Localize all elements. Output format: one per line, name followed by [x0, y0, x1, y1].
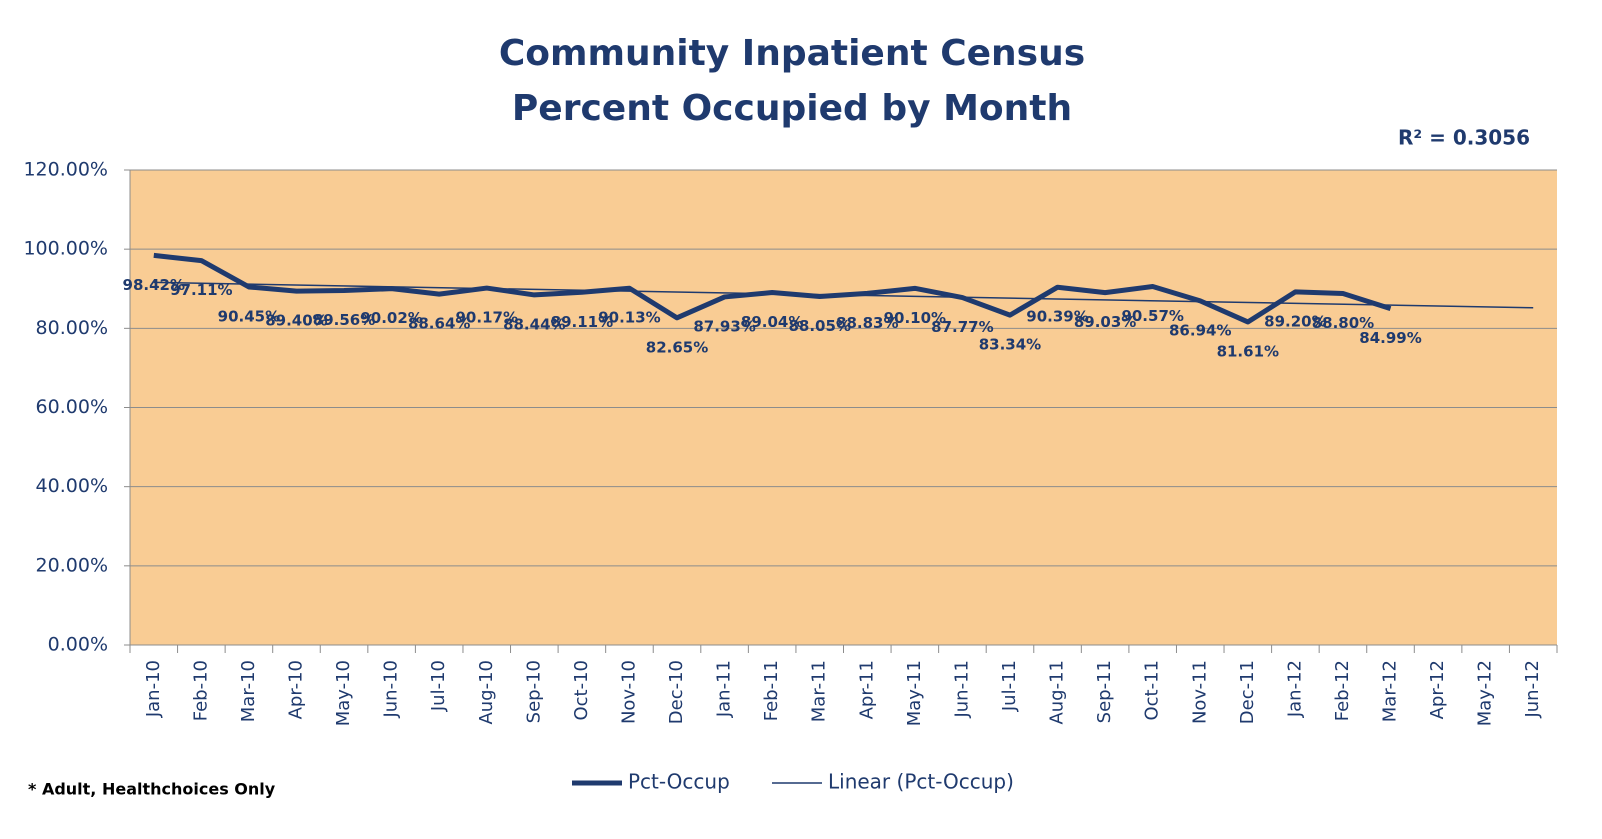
y-tick-label: 0.00%: [48, 634, 108, 656]
data-label: 90.10%: [884, 309, 946, 327]
data-label: 88.44%: [503, 315, 565, 333]
data-label: 82.65%: [646, 338, 708, 356]
x-tick-label: Jun-12: [1522, 660, 1543, 719]
y-tick-label: 60.00%: [36, 396, 108, 418]
data-label: 90.45%: [218, 307, 280, 325]
x-tick-label: May-10: [333, 660, 354, 726]
x-tick-label: Apr-12: [1427, 660, 1448, 719]
x-tick-label: Nov-11: [1189, 660, 1210, 724]
x-tick-label: Jan-10: [143, 660, 164, 718]
chart-title: Community Inpatient Census: [499, 33, 1085, 74]
x-tick-label: Dec-10: [666, 660, 687, 724]
y-tick-label: 20.00%: [36, 554, 108, 576]
x-tick-label: Mar-12: [1380, 660, 1401, 722]
data-label: 90.57%: [1121, 307, 1183, 325]
legend-label: Pct-Occup: [628, 770, 730, 794]
x-tick-label: Aug-11: [1047, 660, 1068, 725]
x-tick-label: Jul-10: [428, 660, 449, 712]
x-tick-label: Jun-10: [381, 660, 402, 719]
data-label: 88.80%: [1312, 314, 1374, 332]
x-tick-label: Jun-11: [951, 660, 972, 719]
data-label: 90.13%: [598, 309, 660, 327]
data-label: 86.94%: [1169, 321, 1231, 339]
x-tick-label: May-11: [904, 660, 925, 726]
x-tick-label: Oct-11: [1142, 660, 1163, 721]
data-label: 89.20%: [1264, 312, 1326, 330]
y-tick-label: 40.00%: [36, 475, 108, 497]
x-tick-label: May-12: [1475, 660, 1496, 726]
x-tick-label: Mar-10: [238, 660, 259, 722]
x-tick-label: Sep-10: [523, 660, 544, 723]
x-tick-label: Oct-10: [571, 660, 592, 721]
data-label: 81.61%: [1217, 342, 1279, 360]
x-tick-label: Feb-11: [761, 660, 782, 721]
x-tick-label: Dec-11: [1237, 660, 1258, 724]
data-label: 89.40%: [265, 312, 327, 330]
data-label: 89.11%: [551, 313, 613, 331]
y-tick-label: 120.00%: [23, 159, 108, 181]
x-tick-label: Jul-11: [999, 660, 1020, 712]
data-label: 88.64%: [408, 315, 470, 333]
x-tick-label: Aug-10: [476, 660, 497, 725]
data-label: 83.34%: [979, 336, 1041, 354]
y-tick-label: 80.00%: [36, 317, 108, 339]
y-tick-label: 100.00%: [23, 238, 108, 260]
data-label: 89.03%: [1074, 313, 1136, 331]
data-label: 90.39%: [1026, 308, 1088, 326]
data-label: 89.56%: [313, 311, 375, 329]
x-tick-label: Apr-10: [285, 660, 306, 719]
data-label: 90.17%: [456, 309, 518, 327]
x-tick-label: Sep-11: [1094, 660, 1115, 723]
data-label: 89.04%: [741, 313, 803, 331]
legend-label: Linear (Pct-Occup): [828, 770, 1014, 794]
x-tick-label: Feb-10: [190, 660, 211, 721]
x-tick-label: Nov-10: [618, 660, 639, 724]
data-line: [153, 252, 1392, 325]
data-label: 87.77%: [931, 318, 993, 336]
chart-subtitle: Percent Occupied by Month: [512, 88, 1072, 129]
data-label: 88.05%: [788, 317, 850, 335]
data-label: 84.99%: [1359, 329, 1421, 347]
x-tick-label: Mar-11: [809, 660, 830, 722]
data-label: 88.83%: [836, 314, 898, 332]
x-tick-label: Jan-12: [1284, 660, 1305, 718]
data-label: 98.42%: [123, 276, 185, 294]
x-tick-label: Feb-12: [1332, 660, 1353, 721]
footnote: * Adult, Healthchoices Only: [28, 780, 276, 799]
data-label: 87.93%: [693, 317, 755, 335]
x-tick-label: Apr-11: [856, 660, 877, 719]
data-label: 97.11%: [170, 281, 232, 299]
data-label: 90.02%: [360, 309, 422, 327]
x-tick-label: Jan-11: [714, 660, 735, 718]
r-squared: R² = 0.3056: [1398, 126, 1530, 150]
